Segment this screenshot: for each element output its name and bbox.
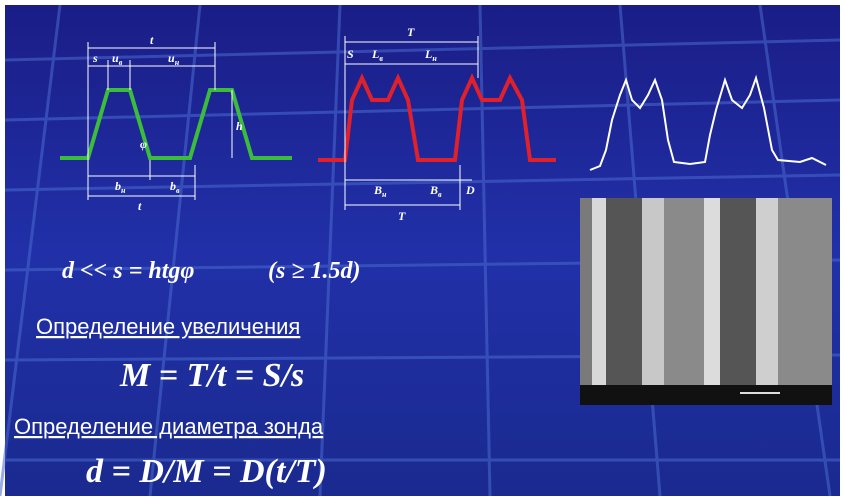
label-sub: н	[121, 186, 126, 195]
slide: t s uв uн h φ bн bв t T S Lв Lн Bн Bв D …	[0, 0, 845, 501]
label-sub: в	[119, 58, 123, 67]
heading: Определение увеличения	[36, 314, 300, 339]
formula: M = T/t = S/s	[119, 357, 304, 394]
formula: d << s = htgφ	[62, 258, 194, 284]
heading: Определение диаметра зонда	[14, 414, 324, 439]
label-main: L	[371, 47, 379, 61]
label: s	[92, 51, 98, 65]
label-sub: н	[382, 190, 387, 199]
formula: d = D/M = D(t/T)	[86, 453, 327, 490]
label-main: L	[424, 47, 432, 61]
formula-note: (s ≥ 1.5d)	[268, 258, 361, 284]
label: S	[347, 47, 354, 61]
label-sub: в	[438, 190, 442, 199]
label: D	[465, 183, 475, 197]
label: T	[407, 25, 415, 39]
label-sub: н	[175, 58, 180, 67]
label-sub: в	[379, 54, 383, 63]
label: T	[398, 209, 406, 223]
label-main: B	[429, 183, 438, 197]
label: φ	[140, 137, 147, 151]
label-sub: н	[432, 54, 437, 63]
label: h	[236, 119, 243, 133]
label-sub: в	[176, 186, 180, 195]
sem-image	[580, 198, 832, 405]
label-main: B	[373, 183, 382, 197]
